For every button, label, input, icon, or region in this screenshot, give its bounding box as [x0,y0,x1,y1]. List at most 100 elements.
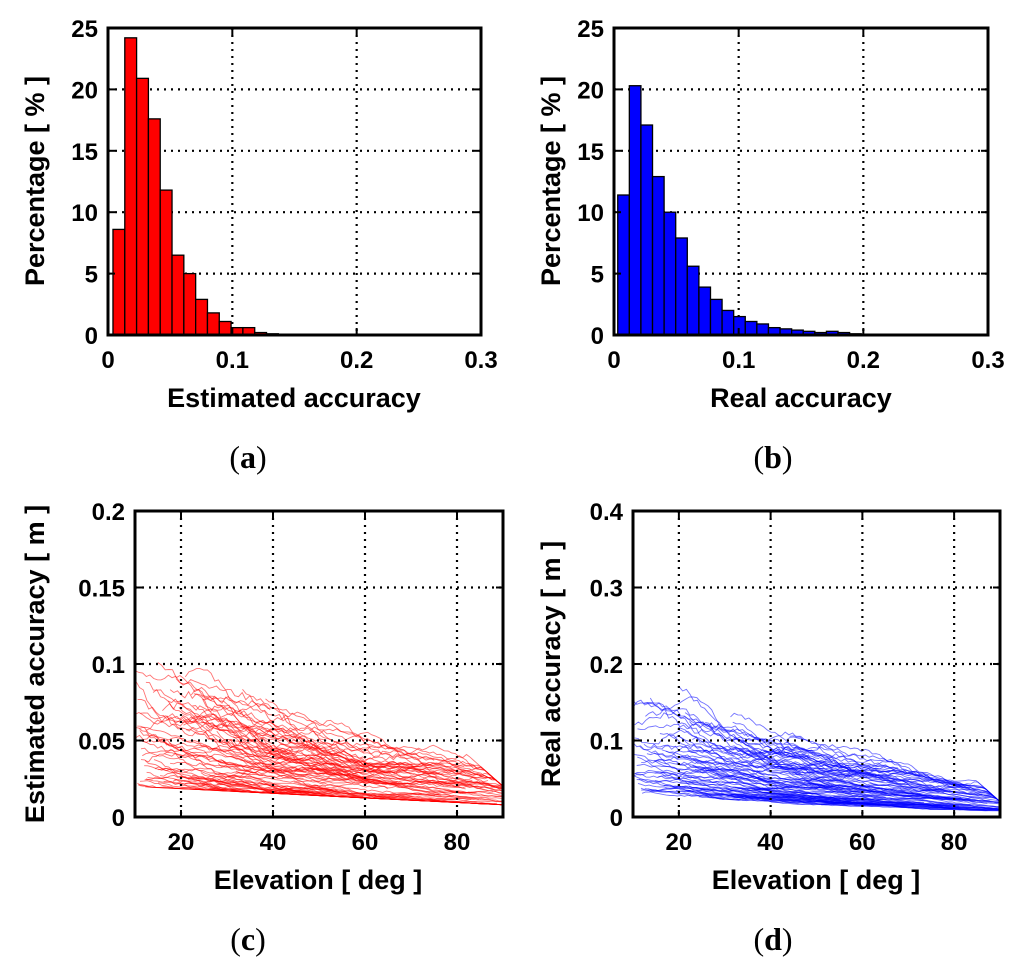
series-line [154,766,480,801]
panel-a-axes-frame [106,26,483,337]
series-line [730,712,893,764]
panel-c-ticks: 20 40 60 80 0 0.05 0.1 0.15 0.2 [78,499,503,856]
x-tick-label: 80 [444,829,471,856]
series-line [262,749,503,790]
x-tick-label: 0.1 [722,347,755,374]
series-line [202,698,298,730]
histogram-bar [171,254,185,335]
series-line [803,780,991,802]
x-tick-label: 20 [666,829,693,856]
panel-c-lineplot: 20 40 60 80 0 0.05 0.1 0.15 0.2 Elevation [ deg … [20,499,505,957]
series-line [809,768,1000,803]
histogram-bar [640,124,654,335]
series-line [319,760,503,787]
series-line [645,696,804,745]
histogram-bar [112,228,126,335]
y-tick-label: 20 [71,77,98,104]
panel-d-ticks: 20 40 60 80 0 0.1 0.2 0.3 0.4 [590,499,1000,856]
y-tick-label: 0.2 [590,652,623,679]
y-tick-label: 0.2 [92,499,125,526]
series-line [163,739,473,794]
histogram-bar [206,312,220,335]
histogram-bar [744,320,758,335]
series-line [190,689,503,787]
y-tick-label: 0.3 [590,576,623,603]
histogram-bar [195,298,209,335]
panel-d-ylabel: Real accuracy [ m ] [536,541,566,787]
panel-c-lines [135,662,503,806]
histogram-bar [135,77,150,335]
histogram-bar [698,286,712,335]
histogram-bar [721,309,735,335]
histogram-bar [124,37,138,335]
panel-b-caption: (b) [753,439,792,475]
series-line [637,756,962,800]
series-line [328,745,503,787]
series-line [644,788,853,805]
series-line [650,789,968,810]
series-line [173,720,503,790]
series-line [643,702,811,760]
histogram-bar [617,194,630,335]
panel-a-bars [112,37,279,335]
y-tick-label: 10 [577,200,604,227]
x-tick-label: 0.2 [847,347,880,374]
panel-d-lines [633,686,1000,812]
x-tick-label: 0.3 [971,347,1004,374]
series-line [654,772,818,794]
y-tick-label: 0.4 [590,499,624,526]
series-line [635,769,971,806]
x-tick-label: 0.3 [464,347,497,374]
series-line [240,725,503,787]
series-line [242,689,503,787]
series-line [184,782,364,798]
histogram-bar [628,85,642,335]
histogram-bar [663,211,677,335]
y-tick-label: 5 [85,262,98,289]
histogram-bar [147,118,161,335]
y-tick-label: 10 [71,200,98,227]
panel-b-caption-letter: b [764,439,782,475]
series-line [689,764,824,789]
panel-c-caption: (c) [230,921,266,957]
x-tick-label: 60 [352,829,379,856]
series-line [641,786,907,809]
series-line [265,698,503,787]
y-tick-label: 5 [591,262,604,289]
x-tick-label: 20 [168,829,195,856]
panel-c-caption-letter: c [241,921,255,957]
series-line [763,757,1000,803]
panel-c-grid [135,511,503,817]
panel-b-axes-frame [612,26,990,337]
panel-a-ylabel: Percentage [ % ] [20,76,50,286]
series-line [142,739,244,755]
panel-d-grid [633,511,1000,817]
series-line [758,777,1000,805]
series-line [833,794,1000,808]
panel-b-bars [617,85,862,335]
series-line [139,739,380,785]
y-tick-label: 15 [71,139,98,166]
x-tick-label: 40 [260,829,287,856]
y-tick-label: 0 [85,323,98,350]
y-tick-label: 25 [577,16,604,43]
panel-c-xlabel: Elevation [ deg ] [214,865,423,895]
histogram-bar [651,175,665,335]
histogram-bar [159,189,173,335]
series-line [169,689,271,711]
panel-b-ylabel: Percentage [ % ] [536,76,566,286]
series-line [157,662,435,761]
series-line [824,753,991,794]
panel-a-caption: (a) [229,439,266,475]
series-line [217,763,503,796]
histogram-bar [675,237,688,335]
series-line [145,681,280,737]
series-line [290,730,482,776]
series-line [216,730,437,782]
panel-d-caption-letter: d [764,921,782,957]
y-tick-label: 0 [591,323,604,350]
panel-c-ylabel: Estimated accuracy [ m ] [20,505,50,823]
histogram-bar [756,323,770,335]
